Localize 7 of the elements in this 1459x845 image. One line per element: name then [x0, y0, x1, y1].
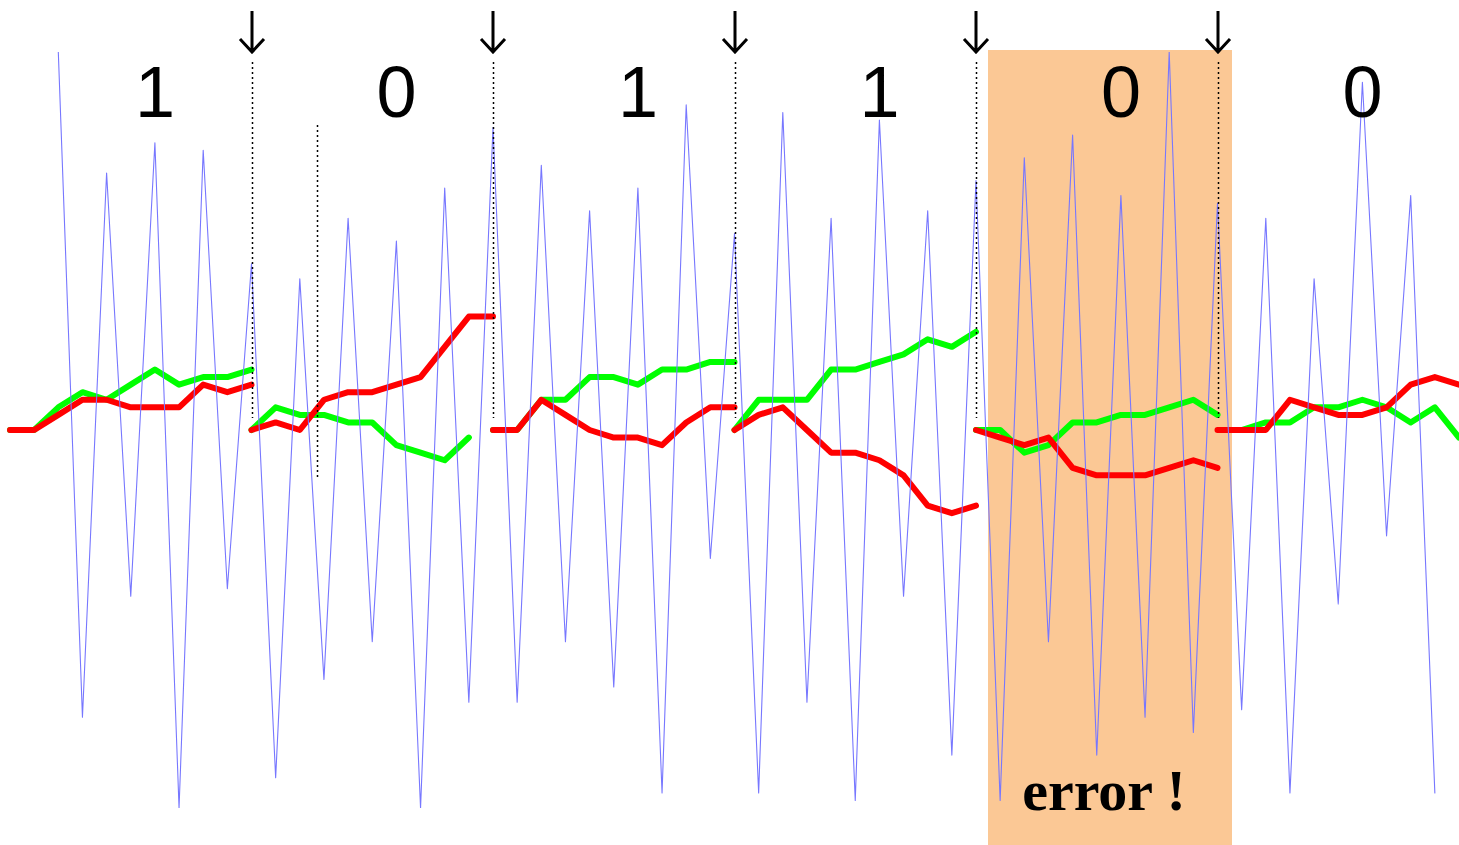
annotation: 1	[617, 51, 658, 132]
annotation: 1	[134, 51, 175, 132]
annotation: 1	[859, 51, 900, 132]
annotation: 0	[1342, 51, 1383, 132]
annotation: 0	[1100, 51, 1141, 132]
annotation: 0	[376, 51, 417, 132]
annotation: error !	[1022, 758, 1186, 823]
